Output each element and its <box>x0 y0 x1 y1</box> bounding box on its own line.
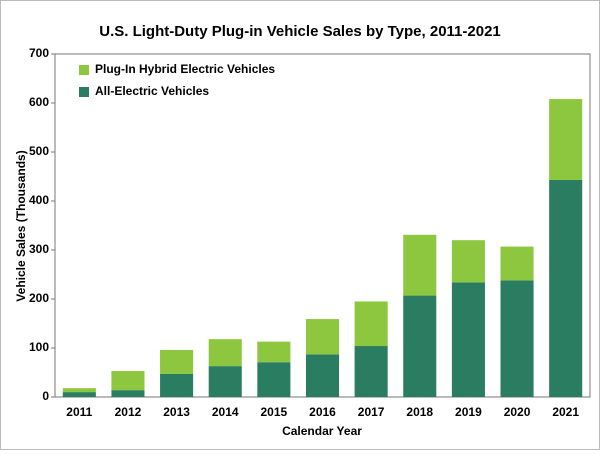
x-tick-label: 2014 <box>212 405 239 419</box>
y-tick-label: 100 <box>29 340 49 354</box>
bar-segment <box>160 349 194 374</box>
bar-segment <box>451 240 485 283</box>
bar-segment <box>257 362 291 397</box>
legend-swatch <box>79 87 89 97</box>
bar-segment <box>549 179 583 397</box>
x-tick-label: 2016 <box>309 405 336 419</box>
bar-segment <box>403 295 437 397</box>
legend-label: All-Electric Vehicles <box>95 84 209 98</box>
x-axis-label: Calendar Year <box>282 424 362 438</box>
bar-segment <box>62 392 96 397</box>
y-tick-label: 500 <box>29 144 49 158</box>
x-tick-label: 2019 <box>455 405 482 419</box>
y-tick-label: 700 <box>29 46 49 60</box>
legend-swatch <box>79 65 89 75</box>
bar-segment <box>62 388 96 393</box>
bar-segment <box>305 319 340 355</box>
bar-segment <box>549 99 583 180</box>
x-tick-label: 2011 <box>66 405 92 419</box>
bar-segment <box>354 346 388 397</box>
chart-title: U.S. Light-Duty Plug-in Vehicle Sales by… <box>99 23 501 40</box>
x-tick-label: 2015 <box>261 405 288 419</box>
bar-segment <box>257 341 291 363</box>
y-tick-label: 300 <box>29 242 49 256</box>
x-tick-label: 2020 <box>504 405 531 419</box>
x-tick-label: 2018 <box>406 405 433 419</box>
x-tick-label: 2012 <box>115 405 142 419</box>
y-axis-label: Vehicle Sales (Thousands) <box>14 150 28 301</box>
x-tick-label: 2021 <box>552 405 579 419</box>
y-tick-label: 600 <box>29 95 49 109</box>
bar-segment <box>500 280 534 397</box>
legend-label: Plug-In Hybrid Electric Vehicles <box>95 62 275 76</box>
bar-segment <box>305 354 340 397</box>
bar-segment <box>208 366 242 397</box>
bar-segment <box>500 246 534 281</box>
bar-segment <box>451 282 485 397</box>
bar-segment <box>354 301 388 347</box>
y-tick-label: 200 <box>29 291 49 305</box>
bar-segment <box>160 373 194 397</box>
bar-segment <box>111 371 145 391</box>
bar-segment <box>403 234 437 296</box>
y-tick-label: 0 <box>42 389 49 403</box>
y-tick-label: 400 <box>29 193 49 207</box>
x-tick-label: 2013 <box>163 405 190 419</box>
x-tick-label: 2017 <box>358 405 385 419</box>
bar-segment <box>111 390 145 397</box>
bar-segment <box>208 339 242 367</box>
